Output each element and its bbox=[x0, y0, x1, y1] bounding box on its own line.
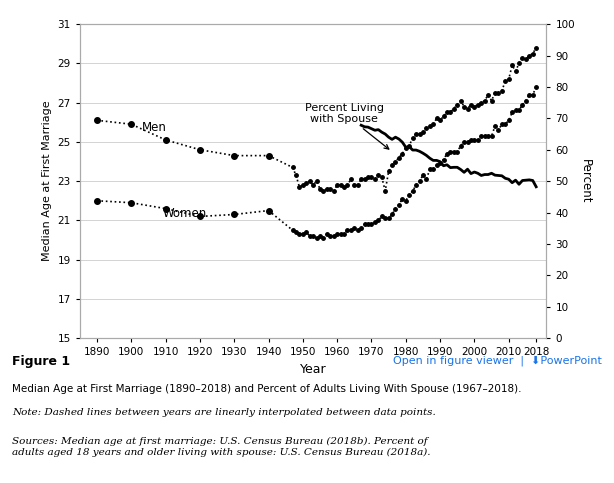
Text: Note: Dashed lines between years are linearly interpolated between data points.: Note: Dashed lines between years are lin… bbox=[12, 408, 436, 417]
Text: Open in figure viewer  |  ⬇PowerPoint: Open in figure viewer | ⬇PowerPoint bbox=[393, 355, 602, 366]
Text: Women: Women bbox=[162, 207, 206, 220]
Text: Percent Living
with Spouse: Percent Living with Spouse bbox=[305, 103, 389, 149]
Text: Men: Men bbox=[142, 121, 166, 134]
Text: Sources: Median age at first marriage: U.S. Census Bureau (2018b). Percent of
ad: Sources: Median age at first marriage: U… bbox=[12, 437, 431, 457]
Y-axis label: Percent: Percent bbox=[579, 159, 592, 203]
Text: Figure 1: Figure 1 bbox=[12, 355, 71, 368]
Y-axis label: Median Age at First Marriage: Median Age at First Marriage bbox=[42, 101, 52, 261]
Text: Median Age at First Marriage (1890–2018) and Percent of Adults Living With Spous: Median Age at First Marriage (1890–2018)… bbox=[12, 384, 522, 394]
X-axis label: Year: Year bbox=[300, 363, 327, 376]
